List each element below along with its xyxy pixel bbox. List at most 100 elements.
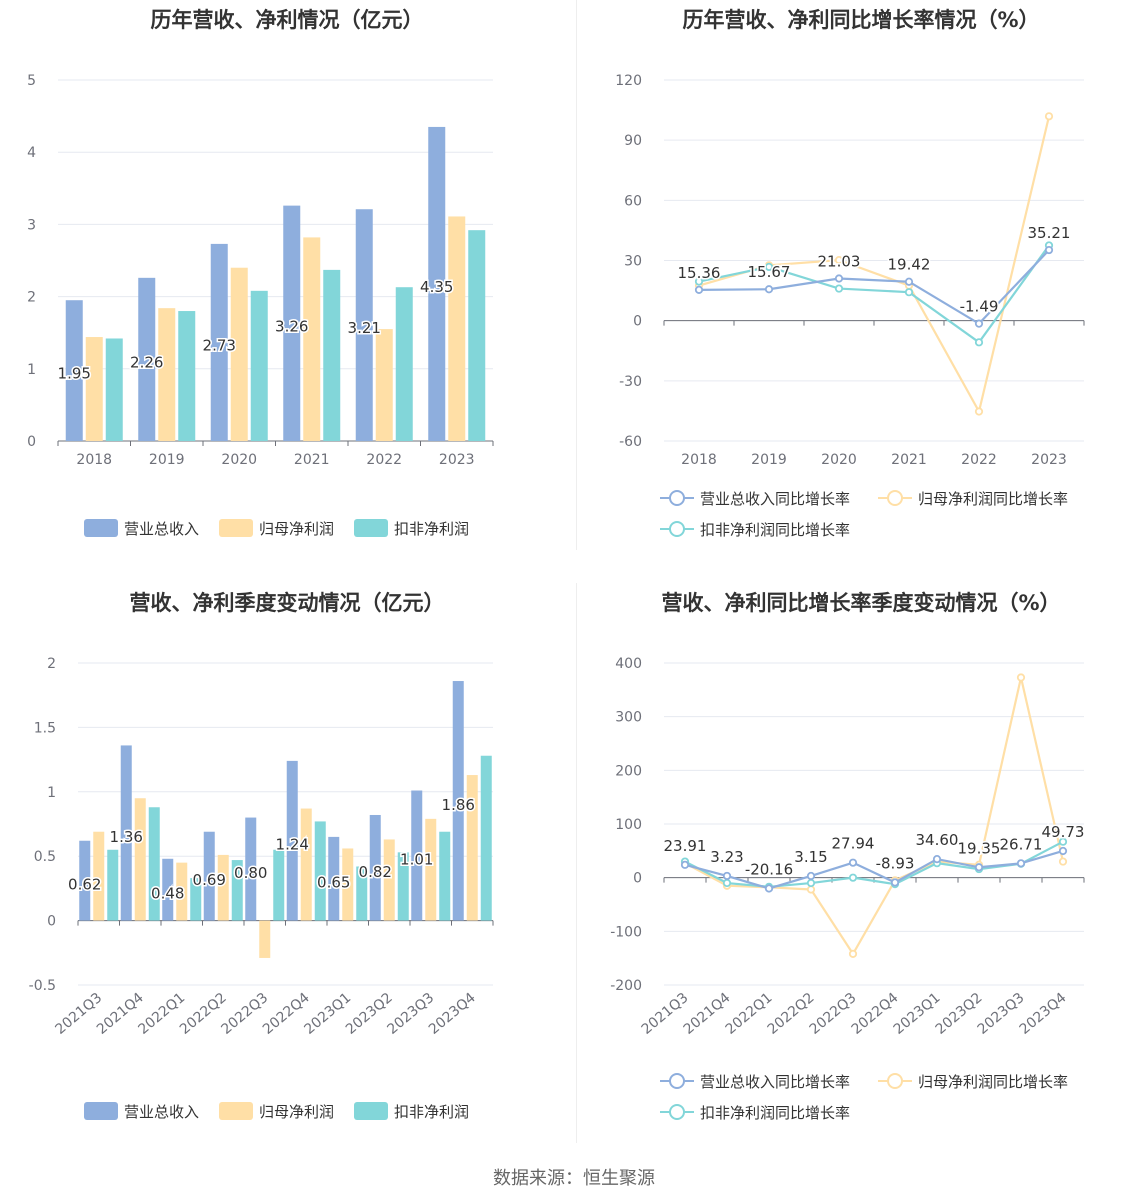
y-tick-label: 60 — [624, 193, 642, 209]
y-tick-label: 120 — [615, 73, 642, 89]
bar — [283, 205, 301, 441]
bar-value-label: 1.24 — [276, 836, 309, 854]
bar — [210, 243, 228, 441]
bar — [375, 329, 393, 441]
bar — [93, 831, 105, 921]
legend-marker — [669, 1104, 685, 1120]
bar — [397, 852, 409, 921]
data-point — [1016, 673, 1026, 682]
data-point — [848, 873, 858, 882]
bar — [300, 808, 312, 921]
series-line — [698, 249, 1050, 326]
line-value-label: 26.71 — [1000, 835, 1043, 853]
panel-quarterly-growth: 营收、净利同比增长率季度变动情况（%） -200 -100 0 100 200 300 40… — [574, 583, 1148, 1143]
data-point — [1016, 859, 1026, 868]
bar-value-label: 0.65 — [317, 874, 350, 892]
y-tick-label: 2 — [27, 290, 36, 306]
legend-marker — [887, 490, 903, 506]
bar — [468, 230, 486, 441]
x-tick-label: 2022Q1 — [723, 990, 776, 1038]
y-tick-label: 400 — [615, 656, 642, 672]
line-value-label: 3.15 — [794, 848, 827, 866]
x-tick-label: 2023Q4 — [426, 990, 479, 1038]
bar-value-label: 2.26 — [130, 353, 163, 371]
chart-title: 营收、净利季度变动情况（亿元） — [129, 591, 445, 615]
bar — [425, 818, 437, 921]
legend-label: 归母净利润同比增长率 — [918, 1073, 1068, 1091]
bar — [323, 269, 341, 441]
x-tick-label: 2021 — [891, 452, 927, 468]
y-tick-label: 0 — [47, 914, 56, 930]
data-point — [1058, 857, 1068, 866]
bar — [217, 854, 229, 921]
line-value-label: 23.91 — [664, 837, 707, 855]
data-point — [806, 878, 816, 888]
data-point — [764, 884, 774, 893]
legend-label: 营业总收入同比增长率 — [700, 1073, 850, 1091]
bar — [134, 798, 146, 921]
data-point — [848, 949, 858, 958]
y-tick-label: 300 — [615, 710, 642, 726]
panel-annual-revenue: 历年营收、净利情况（亿元） 0 1 2 3 4 5 2018 2019 2020 2021 2022… — [0, 0, 574, 560]
legend-label: 营业总收入 — [124, 520, 199, 538]
line-value-label: 35.21 — [1028, 224, 1071, 242]
line-value-label: 49.73 — [1042, 823, 1085, 841]
bar-value-label: 1.95 — [58, 365, 91, 383]
bar — [383, 839, 395, 921]
x-tick-label: 2023 — [1031, 452, 1067, 468]
bar — [411, 790, 423, 921]
data-point — [974, 863, 984, 872]
data-point — [834, 284, 844, 293]
line-value-label: -8.93 — [876, 854, 915, 872]
bar — [480, 755, 492, 921]
x-tick-label: 2020 — [821, 452, 857, 468]
bar-value-label: 1.36 — [110, 828, 143, 846]
bar — [342, 848, 354, 921]
legend-label: 扣非净利润 — [394, 1103, 469, 1121]
line-value-label: 21.03 — [818, 252, 861, 270]
legend-label: 归母净利润同比增长率 — [918, 490, 1068, 508]
chart-title: 历年营收、净利情况（亿元） — [150, 8, 424, 32]
bar — [355, 209, 373, 441]
x-tick-label: 2023Q1 — [891, 990, 944, 1038]
bar — [356, 866, 368, 921]
legend-swatch — [219, 1102, 253, 1120]
x-tick-label: 2018 — [76, 452, 112, 468]
data-point — [848, 858, 858, 867]
bar-value-label: 2.73 — [203, 336, 236, 354]
y-tick-label: 0 — [27, 434, 36, 450]
legend-label: 营业总收入 — [124, 1103, 199, 1121]
data-point — [694, 277, 704, 286]
legend-label: 扣非净利润 — [394, 520, 469, 538]
bar — [466, 775, 478, 921]
bar — [85, 337, 103, 441]
bar — [245, 817, 257, 921]
data-point — [904, 288, 914, 297]
data-point — [932, 854, 942, 864]
bar — [138, 277, 156, 441]
data-point — [1058, 846, 1068, 856]
bar — [452, 681, 464, 921]
data-point — [834, 274, 844, 283]
bar — [286, 760, 298, 921]
bar-value-label: 4.35 — [420, 278, 453, 296]
bar-value-label: 3.21 — [348, 319, 381, 337]
bar — [231, 860, 243, 921]
y-tick-label: 100 — [615, 817, 642, 833]
y-tick-label: 0 — [633, 871, 642, 887]
bar — [250, 290, 268, 441]
data-point — [680, 860, 690, 869]
divider-bottom — [576, 583, 577, 1143]
series-line — [698, 244, 1050, 344]
chart-title: 历年营收、净利同比增长率情况（%） — [682, 8, 1040, 32]
line-value-label: 15.36 — [678, 264, 721, 282]
y-tick-label: -200 — [610, 978, 642, 994]
x-tick-label: 2020 — [221, 452, 257, 468]
bar-value-label: 3.26 — [275, 317, 308, 335]
legend-marker — [669, 1073, 685, 1089]
bar-value-label: 1.86 — [442, 796, 475, 814]
legend-swatch — [219, 519, 253, 537]
legend-label: 扣非净利润同比增长率 — [700, 521, 850, 539]
y-tick-label: 3 — [27, 217, 36, 233]
data-point — [974, 319, 984, 328]
